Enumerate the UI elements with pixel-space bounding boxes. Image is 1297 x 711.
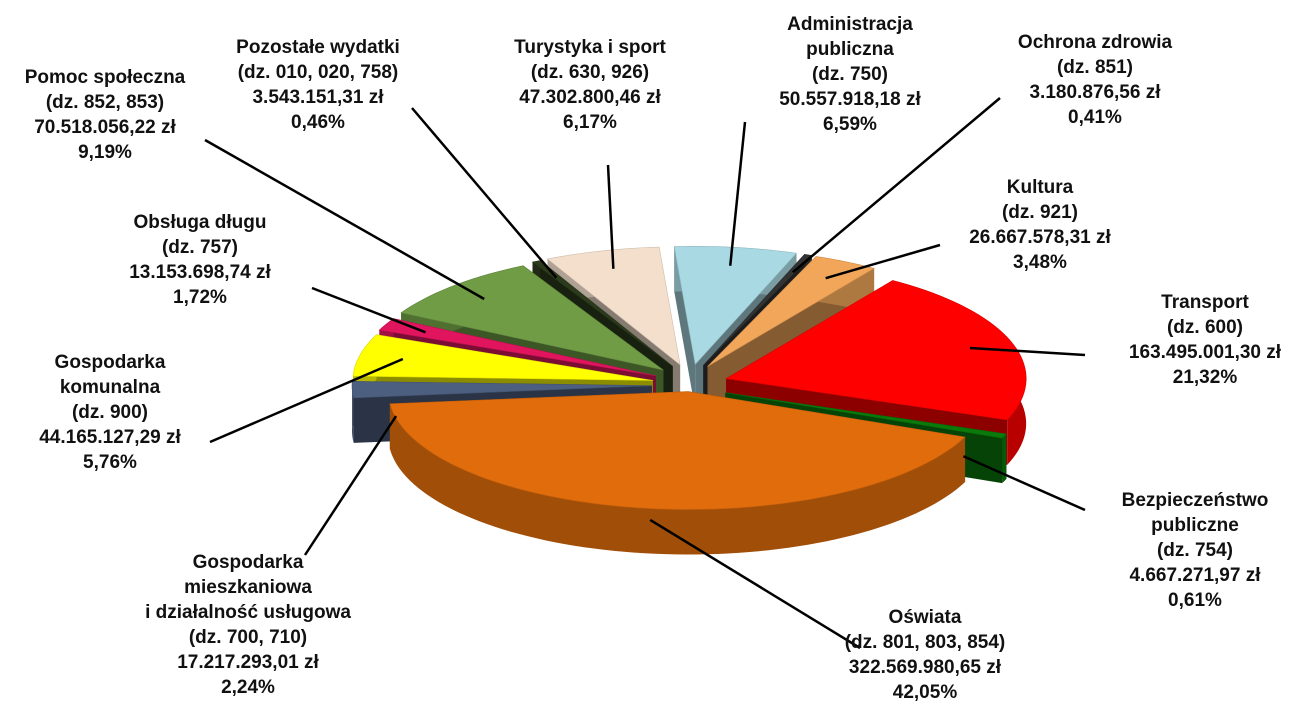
label-line: Oświata (888, 607, 962, 628)
slice-label: Oświata (dz. 801, 803, 854) 322.569.980,65… (845, 605, 1006, 705)
label-line: 4.667.271,97 zł (1129, 565, 1261, 586)
slice-label: Kultura (dz. 921) 26.667.578,31 zł 3,48% (969, 175, 1111, 275)
slice-label: Transport (dz. 600) 163.495.001,30 zł 21,32… (1129, 290, 1281, 390)
label-line: 44.165.127,29 zł (39, 427, 181, 448)
slice-wall (1002, 433, 1007, 484)
label-line: Bezpieczeństwo publiczne (1121, 490, 1269, 536)
label-line: (dz. 757) (161, 237, 239, 258)
label-line: 21,32% (1172, 367, 1238, 388)
label-line: 6,17% (563, 112, 617, 133)
label-line: 13.153.698,74 zł (129, 262, 271, 283)
label-line: (dz. 600) (1166, 317, 1244, 338)
leader-line (825, 243, 941, 280)
label-line: (dz. 851) (1056, 57, 1134, 78)
label-line: Pomoc społeczna (24, 67, 186, 88)
slice-label: Gospodarka komunalna (dz. 900) 44.165.127,… (39, 350, 181, 475)
leader-line (606, 164, 615, 269)
label-line: Gospodarka komunalna (54, 352, 166, 398)
label-line: Obsługa długu (133, 212, 267, 233)
label-line: 1,72% (173, 287, 227, 308)
slice-wall (389, 403, 966, 555)
leader-line (204, 138, 485, 301)
slice-label: Administracja publiczna (dz. 750) 50.557.9… (779, 12, 921, 137)
label-line: (dz. 921) (1001, 202, 1079, 223)
leader-line (649, 518, 861, 650)
slice-label: Pozostałe wydatki (dz. 010, 020, 758) 3.54… (236, 35, 400, 135)
label-line: 163.495.001,30 zł (1128, 342, 1282, 363)
leader-line (411, 107, 558, 279)
leader-line (728, 121, 747, 266)
label-line: (dz. 801, 803, 854) (844, 632, 1006, 653)
slice-label: Turystyka i sport (dz. 630, 926) 47.302.80… (514, 35, 666, 135)
slice-label: Gospodarka mieszkaniowa i działalność us… (145, 550, 351, 700)
label-line: (dz. 010, 020, 758) (237, 62, 399, 83)
label-line: Pozostałe wydatki (236, 37, 400, 58)
label-line: (dz. 900) (71, 402, 149, 423)
label-line: (dz. 630, 926) (530, 62, 650, 83)
label-line: 0,41% (1068, 107, 1122, 128)
slice-label: Obsługa długu (dz. 757) 13.153.698,74 zł 1,… (129, 210, 271, 310)
label-line: 47.302.800,46 zł (519, 87, 661, 108)
label-line: 50.557.918,18 zł (779, 89, 921, 110)
label-line: Gospodarka mieszkaniowa i działalność us… (145, 552, 351, 623)
slice-top (531, 260, 673, 367)
leader-line (962, 455, 1086, 512)
leader-line (969, 346, 1086, 357)
label-line: Ochrona zdrowia (1017, 32, 1173, 53)
label-line: (dz. 750) (811, 64, 889, 85)
label-line: 5,76% (83, 452, 137, 473)
label-line: 3.543.151,31 zł (252, 87, 384, 108)
label-line: 17.217.293,01 zł (177, 652, 319, 673)
label-line: (dz. 852, 853) (45, 92, 165, 113)
leader-line (303, 415, 398, 556)
label-line: 3,48% (1013, 252, 1067, 273)
label-line: Turystyka i sport (514, 37, 666, 58)
slice-top (703, 254, 813, 366)
slice-top (546, 246, 681, 366)
label-line: 42,05% (892, 682, 958, 703)
label-line: 9,19% (78, 142, 132, 163)
label-line: 0,61% (1168, 590, 1222, 611)
slice-label: Ochrona zdrowia (dz. 851) 3.180.876,56 zł 0… (1018, 30, 1172, 130)
label-line: 26.667.578,31 zł (969, 227, 1111, 248)
label-line: 3.180.876,56 zł (1029, 82, 1161, 103)
label-line: Administracja publiczna (787, 14, 913, 60)
slice-top (725, 280, 1027, 421)
slice-top (389, 391, 966, 510)
label-line: 70.518.056,22 zł (34, 117, 176, 138)
label-line: (dz. 754) (1156, 540, 1234, 561)
label-line: Kultura (1006, 177, 1074, 198)
leader-line (792, 97, 1001, 274)
slice-top (400, 265, 664, 371)
label-line: 6,59% (823, 114, 877, 135)
leader-line (209, 357, 404, 444)
label-line: Transport (1161, 292, 1249, 313)
leader-line (311, 286, 427, 334)
slice-label: Pomoc społeczna (dz. 852, 853) 70.518.056,… (25, 65, 186, 165)
slice-top (352, 334, 653, 381)
label-line: (dz. 700, 710) (188, 627, 308, 648)
slice-top (707, 256, 875, 367)
slice-top (725, 392, 1008, 439)
label-line: 0,46% (291, 112, 345, 133)
slice-top (673, 245, 798, 365)
label-line: 2,24% (221, 677, 275, 698)
slice-label: Bezpieczeństwo publiczne (dz. 754) 4.667.2… (1122, 488, 1269, 613)
slice (389, 391, 966, 555)
label-line: 322.569.980,65 zł (848, 657, 1002, 678)
